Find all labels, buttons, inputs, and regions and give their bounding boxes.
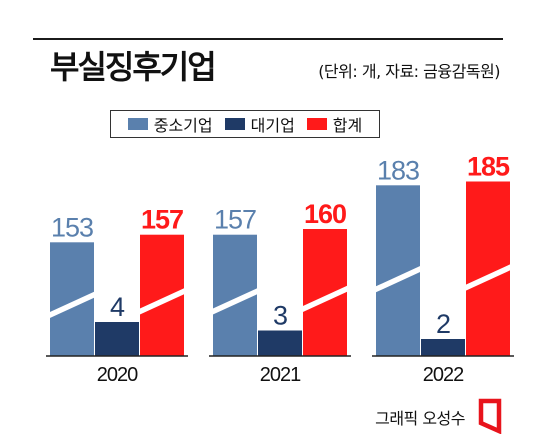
category-label-2020: 2020 — [97, 364, 138, 386]
value-label-total-2020: 157 — [141, 205, 183, 235]
axis-break-total-2022 — [464, 263, 512, 292]
category-label-2021: 2021 — [260, 364, 301, 386]
unit-note: (단위: 개, 자료: 금융감독원) — [318, 62, 500, 81]
legend-label-total: 합계 — [332, 116, 363, 135]
category-label-2022: 2022 — [423, 364, 464, 386]
brand-logo-icon — [478, 398, 502, 434]
legend-item-large: 대기업 — [224, 112, 295, 136]
legend: 중소기업 대기업 합계 — [110, 110, 380, 138]
legend-swatch-large — [224, 118, 245, 130]
value-label-sme-2021: 157 — [214, 205, 256, 235]
legend-swatch-total — [306, 118, 327, 130]
chart-title: 부실징후기업 — [50, 48, 217, 86]
value-label-large-2021: 3 — [273, 301, 287, 331]
axis-break-sme-2021 — [211, 287, 259, 316]
value-label-sme-2022: 183 — [377, 155, 419, 185]
axis-break-total-2020 — [138, 287, 186, 316]
legend-label-sme: 중소기업 — [153, 116, 213, 135]
legend-swatch-sme — [127, 118, 148, 130]
axis-break-total-2021 — [301, 284, 349, 313]
value-label-total-2021: 160 — [304, 199, 346, 229]
value-label-large-2020: 4 — [110, 292, 125, 322]
bar-large-2021 — [258, 330, 302, 356]
legend-item-sme: 중소기업 — [127, 112, 213, 136]
bar-large-2020 — [95, 322, 139, 356]
graphic-credit: 그래픽 오성수 — [375, 409, 465, 428]
axis-break-sme-2022 — [374, 265, 422, 294]
bar-large-2022 — [421, 339, 465, 356]
legend-label-large: 대기업 — [250, 116, 295, 135]
value-label-large-2022: 2 — [436, 309, 450, 339]
top-rule — [33, 38, 503, 40]
value-label-sme-2020: 153 — [51, 212, 93, 242]
axis-break-sme-2020 — [48, 290, 96, 319]
legend-item-total: 합계 — [306, 112, 363, 136]
value-label-total-2022: 185 — [467, 152, 510, 182]
